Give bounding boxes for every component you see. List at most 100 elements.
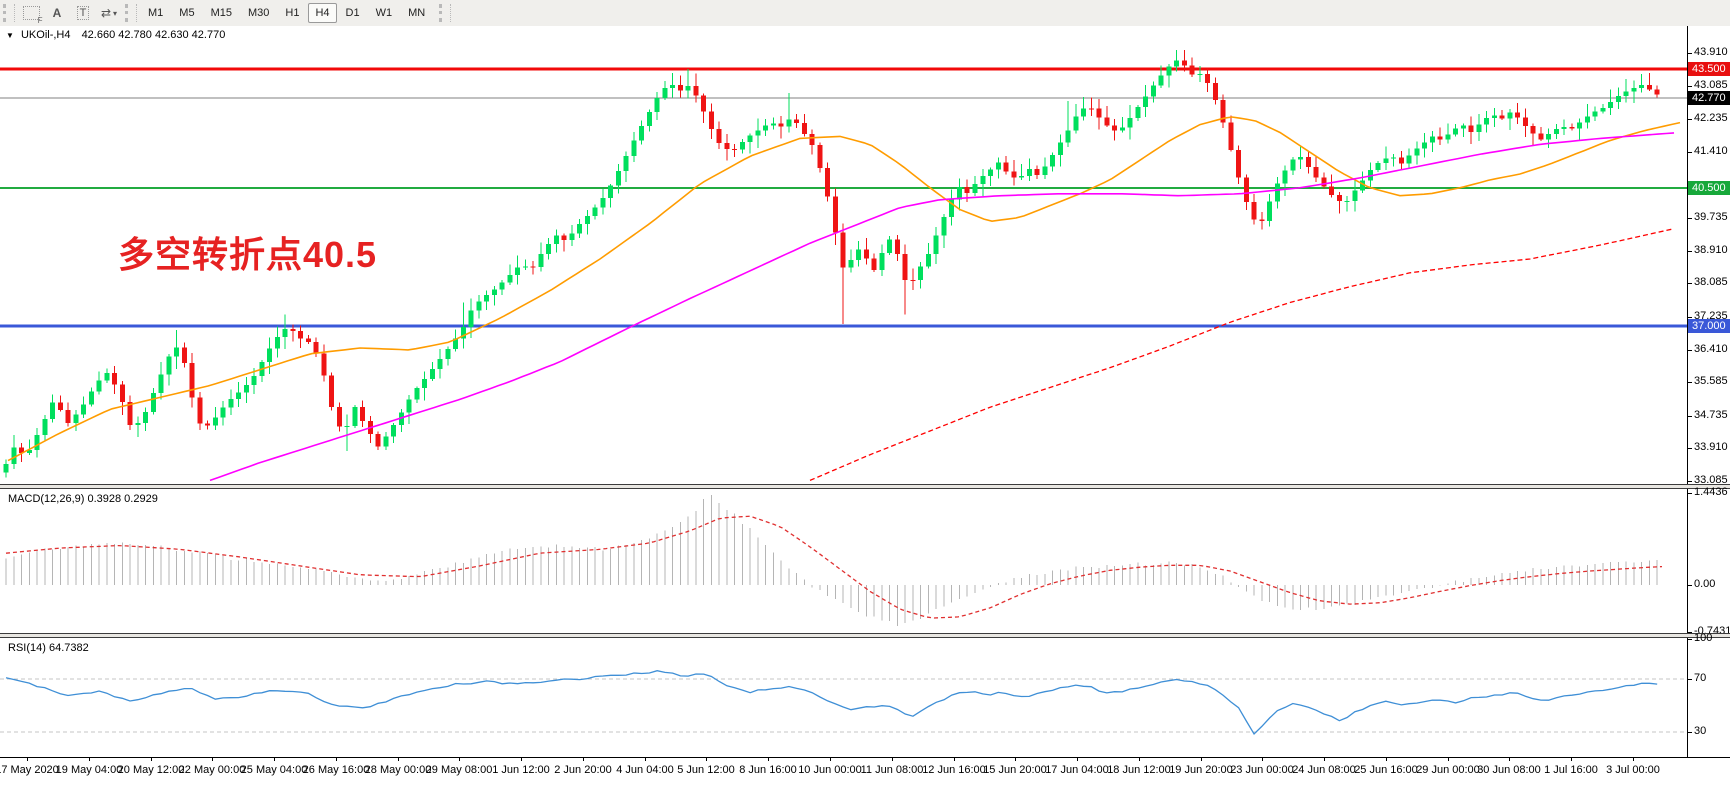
axis-tick-label: 100 [1694,632,1713,644]
collapse-triangle-icon[interactable]: ▼ [6,31,14,40]
axis-tick [1688,382,1692,383]
timeframe-button-mn[interactable]: MN [408,7,426,19]
time-axis[interactable]: 17 May 2020 19 May 04:00 20 May 12:00 22 Ma… [0,757,1730,791]
time-axis-label: 5 Jun 12:00 [677,764,735,776]
time-axis-label: 17 May 2020 [0,764,59,776]
time-axis-tick [1571,758,1572,761]
time-axis-tick [1509,758,1510,761]
time-axis-tick [212,758,213,761]
axis-tick [1688,53,1692,54]
toolbar-drag-handle-3[interactable] [439,4,452,22]
time-axis-label: 28 May 00:00 [364,764,432,776]
time-axis-tick [645,758,646,761]
timeframe-button-m5[interactable]: M5 [179,7,195,19]
symbol-label: UKOil-,H4 [20,29,71,41]
time-axis-label: 20 May 12:00 [117,764,185,776]
time-axis-tick [1324,758,1325,761]
time-axis-label: 1 Jun 12:00 [492,764,550,776]
axis-tick-label: 33.085 [1694,474,1728,486]
axis-tick-label: 35.585 [1694,375,1728,387]
arrows-tool-icon[interactable]: ⇄ ▾ [100,6,118,20]
macd-label: MACD(12,26,9) 0.3928 0.2929 [8,493,158,505]
text-label-icon[interactable]: A [52,6,62,20]
axis-tick-label: 38.085 [1694,276,1728,288]
price-badge-42770: 42.770 [1688,91,1730,105]
time-axis-tick [830,758,831,761]
axis-tick [1688,317,1692,318]
macd-values: 0.3928 0.2929 [87,493,158,505]
macd-panel: MACD(12,26,9) 0.3928 0.2929 1.4436 0.00 -0… [0,486,1730,637]
axis-tick [1688,448,1692,449]
price-axis[interactable]: 43.910 43.085 42.235 41.410 39.735 38.910 38.0… [1687,26,1730,486]
time-axis-tick [89,758,90,761]
main-chart-canvas[interactable] [0,26,1687,484]
time-axis-tick [954,758,955,761]
time-axis-tick [1262,758,1263,761]
timeframe-button-m30[interactable]: M30 [247,7,270,19]
time-axis-tick [336,758,337,761]
axis-tick [1688,350,1692,351]
time-axis-label: 10 Jun 00:00 [798,764,862,776]
time-axis-label: 22 May 00:00 [178,764,246,776]
rsi-panel-canvas[interactable] [0,638,1687,757]
time-axis-tick [1633,758,1634,761]
rsi-value: 64.7382 [48,642,89,654]
rsi-panel: RSI(14) 64.7382 10070300 [0,632,1730,769]
price-badge-40500: 40.500 [1688,181,1730,195]
grid-f-icon[interactable]: F [19,3,43,25]
axis-tick-label: 0.00 [1694,578,1716,590]
time-axis-label: 18 Jun 12:00 [1107,764,1171,776]
axis-tick [1688,152,1692,153]
rsi-axis[interactable]: 10070300 [1687,632,1730,769]
time-axis-tick [151,758,152,761]
time-axis-label: 15 Jun 20:00 [983,764,1047,776]
panel-splitter[interactable] [0,484,1730,489]
toolbar-drag-handle-2[interactable] [125,4,137,22]
axis-tick-label: 43.085 [1694,79,1728,91]
price-badge-43500: 43.500 [1688,62,1730,76]
axis-tick [1688,416,1692,417]
macd-panel-canvas[interactable] [0,489,1687,633]
axis-tick-label: 42.235 [1694,112,1728,124]
axis-tick-label: 70 [1694,672,1707,684]
symbol-ohlc-header: ▼ UKOil-,H4 42.660 42.780 42.630 42.770 [6,29,225,41]
time-axis-tick [1386,758,1387,761]
axis-tick-label: 39.735 [1694,211,1728,223]
timeframe-button-w1[interactable]: W1 [375,7,393,19]
timeframe-button-h4[interactable]: H4 [308,3,337,23]
time-axis-label: 4 Jun 04:00 [616,764,674,776]
axis-tick [1688,251,1692,252]
time-axis-tick [274,758,275,761]
chart-annotation-text: 多空转折点40.5 [118,234,378,275]
timeframe-button-m1[interactable]: M1 [148,7,164,19]
timeframe-button-h1[interactable]: H1 [285,7,300,19]
dropdown-caret-icon[interactable]: ▾ [113,8,118,18]
axis-tick-label: 34.735 [1694,409,1728,421]
axis-tick [1688,679,1692,680]
axis-tick [1688,86,1692,87]
time-axis-tick [583,758,584,761]
time-axis-label: 26 May 16:00 [302,764,370,776]
time-axis-tick [521,758,522,761]
time-axis-label: 25 Jun 16:00 [1354,764,1418,776]
timeframe-button-d1[interactable]: D1 [345,7,360,19]
time-axis-label: 17 Jun 04:00 [1045,764,1109,776]
axis-tick-label: 30 [1694,725,1707,737]
axis-tick [1688,493,1692,494]
axis-tick [1688,585,1692,586]
rsi-label: RSI(14) 64.7382 [8,642,89,654]
time-axis-label: 11 Jun 08:00 [860,764,924,776]
axis-tick-label: 43.910 [1694,46,1728,58]
timeframe-button-m15[interactable]: M15 [210,7,232,19]
axis-tick-label: 1.4436 [1694,486,1728,498]
time-axis-label: 1 Jul 16:00 [1544,764,1598,776]
text-box-icon[interactable]: T [71,3,95,23]
time-axis-label: 19 May 04:00 [55,764,123,776]
time-axis-label: 2 Jun 20:00 [554,764,612,776]
time-axis-label: 19 Jun 20:00 [1169,764,1233,776]
macd-axis[interactable]: 1.4436 0.00 -0.7431 [1687,486,1730,637]
time-axis-label: 8 Jun 16:00 [739,764,797,776]
panel-splitter-2[interactable] [0,633,1730,638]
toolbar-drag-handle[interactable] [3,4,15,22]
axis-tick [1688,218,1692,219]
